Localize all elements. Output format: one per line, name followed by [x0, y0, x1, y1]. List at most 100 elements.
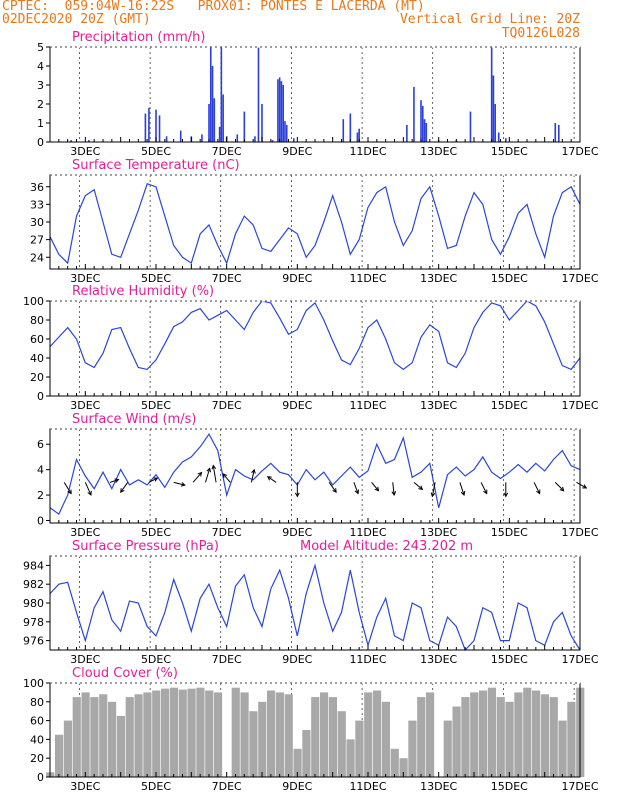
- wind-arrow-head: [418, 485, 424, 491]
- x-tick-label: 13DEC: [420, 399, 457, 412]
- x-tick-label: 5DEC: [141, 653, 171, 666]
- y-tick-label: 40: [30, 352, 44, 365]
- header-vertical-grid: Vertical Grid Line: 20Z: [399, 12, 580, 27]
- wind-arrow-shaft: [480, 482, 488, 494]
- x-tick-label: 15DEC: [491, 653, 528, 666]
- wind-arrow-shaft: [413, 481, 423, 490]
- x-tick-label: 5DEC: [141, 526, 171, 539]
- precip-bar: [356, 132, 359, 142]
- y-tick-label: 6: [37, 438, 44, 451]
- x-tick-label: 11DEC: [349, 780, 386, 793]
- wind-arrow-shaft: [328, 482, 337, 493]
- x-tick-label: 15DEC: [491, 780, 528, 793]
- y-tick-label: 984: [23, 559, 44, 572]
- series-line: [49, 563, 581, 652]
- x-tick-label: 3DEC: [70, 526, 100, 539]
- precip-bar: [505, 138, 507, 142]
- cloud-cover-bar: [417, 697, 426, 777]
- panel-subtitle: Model Altitude: 243.202 m: [300, 539, 473, 554]
- y-tick-label: 80: [30, 696, 44, 709]
- cloud-cover-bar: [328, 697, 338, 777]
- wind-arrow-head: [374, 486, 380, 492]
- cloud-cover-bar: [390, 748, 399, 777]
- precip-bar: [358, 128, 360, 142]
- y-tick-label: 100: [23, 677, 44, 690]
- y-tick-label: 60: [30, 715, 44, 728]
- wind-arrow-head: [114, 478, 120, 483]
- precip-bar: [213, 98, 216, 142]
- precip-bar: [554, 123, 557, 142]
- cloud-cover-bar: [381, 701, 391, 777]
- precip-bar: [425, 123, 428, 142]
- x-tick-label: 11DEC: [349, 653, 386, 666]
- x-tick-label: 5DEC: [141, 399, 171, 412]
- cloud-cover-bar: [311, 697, 320, 777]
- x-tick-label: 7DEC: [212, 780, 242, 793]
- x-tick-label: 15DEC: [491, 526, 528, 539]
- precip-bar: [155, 109, 157, 142]
- cloud-cover-bar: [470, 692, 479, 777]
- y-tick-label: 0: [37, 514, 44, 527]
- x-tick-label: 17DEC: [561, 145, 598, 158]
- precip-bar: [271, 140, 274, 142]
- chart-panel-4: 976 978 980 982 984 3DEC 5DEC 7DEC 9DEC 11DEC 13DE…: [23, 539, 599, 666]
- y-tick-label: 33: [30, 198, 44, 211]
- panel-title: Cloud Cover (%): [72, 666, 178, 681]
- precip-bar: [257, 47, 260, 142]
- y-tick-label: 0: [37, 390, 44, 403]
- cloud-cover-bar: [63, 720, 73, 777]
- precip-bar: [220, 47, 223, 142]
- plot-frame: [49, 46, 581, 143]
- wind-arrow-head: [180, 482, 186, 487]
- cloud-cover-bar: [116, 715, 126, 777]
- precip-bar: [406, 124, 408, 142]
- precip-bar: [148, 107, 150, 142]
- cloud-cover-bar: [364, 692, 373, 777]
- cloud-cover-bar: [302, 730, 311, 777]
- precip-bar: [284, 121, 286, 142]
- wind-arrow-shaft: [109, 479, 119, 483]
- wind-arrow-head: [460, 490, 466, 496]
- x-tick-label: 7DEC: [212, 653, 242, 666]
- chart-panel-0: 0 1 2 3 4 5 3DEC 5DEC 7DEC 9DEC 11DEC 13DEC 15DEC 17D…: [37, 30, 599, 158]
- x-tick-label: 11DEC: [349, 145, 386, 158]
- cloud-cover-bar: [213, 692, 223, 777]
- wind-arrow-shaft: [84, 482, 92, 496]
- wind-arrow-shaft: [120, 482, 129, 493]
- x-tick-label: 17DEC: [561, 399, 598, 412]
- cloud-cover-bar: [487, 687, 497, 777]
- precip-bar: [165, 136, 168, 142]
- cloud-cover-bar: [125, 697, 134, 777]
- precip-bar: [492, 75, 495, 142]
- series-line: [49, 432, 581, 516]
- cloud-cover-bar: [240, 692, 249, 777]
- cloud-cover-bar: [231, 687, 240, 777]
- y-tick-label: 2: [37, 489, 44, 502]
- wind-arrow-head: [332, 488, 337, 493]
- x-tick-label: 7DEC: [212, 145, 242, 158]
- wind-arrow-head: [559, 486, 565, 492]
- wind-arrow-head: [197, 471, 203, 477]
- cloud-cover-bar: [540, 694, 550, 777]
- y-tick-label: 978: [23, 616, 44, 629]
- cloud-cover-bar: [178, 689, 187, 777]
- cloud-cover-bar: [160, 688, 170, 777]
- y-tick-label: 20: [30, 371, 44, 384]
- chart-panel-3: 0 2 4 6 3DEC 5DEC 7DEC 9DEC 11DEC 13DEC 15DEC 17DEC…: [37, 412, 599, 539]
- wind-arrow-shaft: [192, 472, 202, 483]
- x-tick-label: 13DEC: [420, 780, 457, 793]
- wind-arrow-shaft: [250, 469, 255, 483]
- x-tick-label: 13DEC: [420, 145, 457, 158]
- x-tick-label: 5DEC: [141, 145, 171, 158]
- wind-arrow-shaft: [267, 476, 277, 483]
- x-tick-label: 17DEC: [561, 653, 598, 666]
- cloud-cover-bar: [461, 697, 470, 777]
- wind-arrow-shaft: [222, 473, 231, 483]
- cloud-cover-bar: [54, 734, 64, 777]
- x-tick-label: 13DEC: [420, 526, 457, 539]
- x-tick-label: 9DEC: [282, 145, 312, 158]
- precip-bar: [144, 113, 147, 142]
- x-tick-label: 17DEC: [561, 526, 598, 539]
- cloud-cover-bar: [558, 720, 567, 777]
- cloud-cover-bar: [496, 697, 505, 777]
